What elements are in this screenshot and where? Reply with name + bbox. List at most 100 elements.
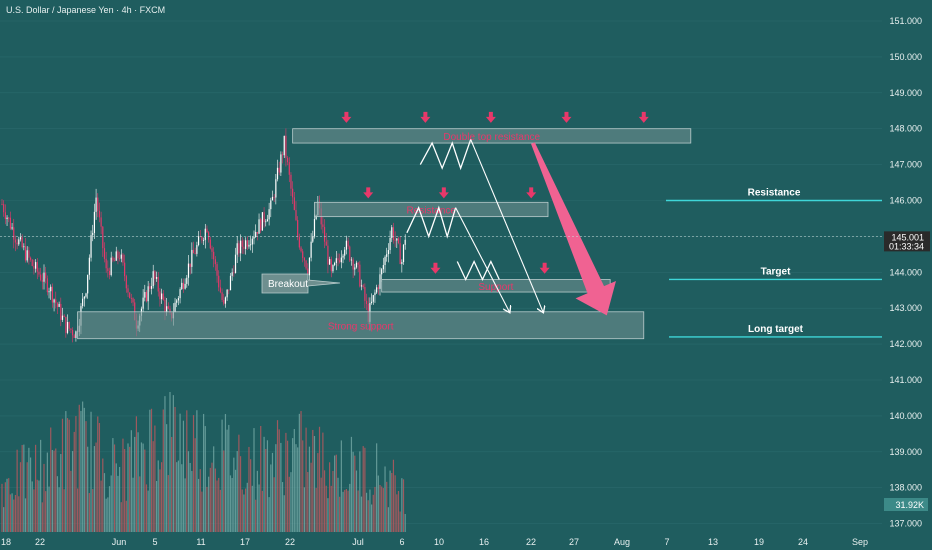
volume-bar [189,462,191,532]
candle-body [278,167,280,173]
volume-bar [203,413,205,532]
candle-body [374,292,376,296]
volume-bar [93,446,95,532]
candle-body [187,263,190,278]
candle-body [260,219,262,231]
target-lines[interactable]: Resistance Target Long target [666,188,882,338]
candle-body [231,272,233,276]
candle-body [349,246,351,261]
volume-bar [402,479,405,532]
down-marker [526,187,537,199]
volume-bar [132,477,134,532]
volume-bar [270,464,272,532]
candle-body [11,227,13,229]
candle-body [85,293,87,297]
volume-bar [159,469,161,532]
projection-arrow [455,207,510,312]
volume-bar [97,416,99,532]
candle-body [181,282,183,290]
volume-bar [98,423,101,532]
volume-bar [317,453,319,532]
zone-label: Resistance [407,205,457,216]
volume-bar [288,476,290,532]
candle-body [281,154,284,156]
candle-body [166,306,168,312]
price-tick-label: 140.000 [889,411,922,421]
volume-bar [271,452,274,532]
candle-body [29,257,32,260]
candle-body [60,303,62,320]
volume-bar [11,493,13,532]
candle-body [112,257,114,261]
candle-body [228,289,230,291]
candle-body [221,292,223,301]
candle-body [50,286,52,292]
candle-body [100,217,102,227]
candle-body [372,295,374,302]
volume-bar [295,444,297,532]
zone[interactable]: Resistance [314,201,549,218]
time-tick-label: 22 [526,537,536,547]
candle-body [53,299,55,303]
time-tick-label: 22 [35,537,45,547]
breakout-callout[interactable]: Breakout [261,273,341,294]
volume-bar [43,463,45,532]
volume-bar [219,489,221,532]
price-axis[interactable]: 151.000 150.000 149.000 148.000 147.000 146.0… [0,16,930,529]
price-tick-label: 137.000 [889,519,922,529]
last-price-label: 145.001 [891,232,924,242]
volume-bar [204,426,206,532]
candle-body [95,197,97,212]
candle-body [155,277,158,279]
candle-body [315,215,317,220]
volume-bar [236,451,238,532]
volume-bar [340,440,342,532]
volume-bar [182,420,185,532]
candle-body [152,271,154,287]
candle-body [384,256,386,266]
volume-bar [396,494,398,532]
volume-bar [233,457,235,532]
price-tick-label: 146.000 [889,196,922,206]
zone[interactable]: Strong support [77,311,645,340]
candle-body [191,249,193,267]
big-arrow-shape [531,142,616,316]
time-tick-label: 13 [708,537,718,547]
candle-body [162,293,164,300]
candle-body [379,274,381,289]
zone[interactable]: Double top resistance [292,128,692,144]
candle-body [164,299,166,312]
volume-bar [352,451,354,532]
horizontal-line[interactable]: Long target [669,324,882,338]
volume-bar [359,451,361,532]
candle-body [145,292,148,302]
volume-bar [307,472,309,532]
candle-body [105,258,107,269]
candle-body [194,253,196,255]
volume-bar [26,462,28,532]
big-down-arrow [531,142,616,316]
zones[interactable]: Double top resistance Resistance Support St… [77,128,692,340]
volume-bars [1,392,406,532]
horizontal-line[interactable]: Resistance [666,188,882,202]
horizontal-line[interactable]: Target [669,266,882,281]
candle-body [310,241,312,258]
volume-bar [70,470,72,532]
volume-bar [117,475,119,532]
candle-body [280,154,282,173]
volume-bar [287,440,289,532]
time-axis[interactable]: 18 22 Jun 5 11 17 22 Jul 6 10 16 22 27 Aug 7 13 19 24 Sep [1,537,868,547]
volume-bar [157,460,159,532]
candle-body [129,292,131,299]
time-tick-label: 11 [196,537,205,547]
volume-bar [174,406,176,532]
candle-body [43,272,45,282]
candle-body [13,227,15,240]
volume-bar [196,410,198,532]
candle-body [337,258,339,261]
zone-box [314,201,549,218]
candle-body [24,246,27,261]
volume-bar [150,408,153,532]
